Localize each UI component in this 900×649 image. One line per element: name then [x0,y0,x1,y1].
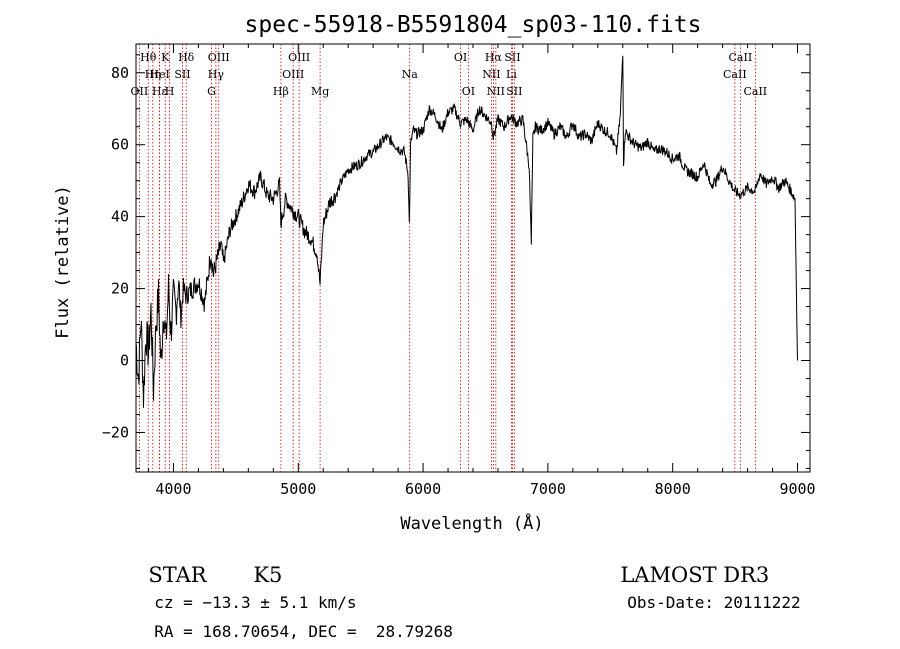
line-marker-label: HeI [149,68,169,81]
x-tick-label: 7000 [530,480,566,498]
line-marker-label: SII [174,68,190,81]
line-marker-label: NII [487,85,505,98]
line-marker-label: Hθ [140,51,157,64]
x-axis-label: Wavelength (Å) [400,512,543,534]
y-tick-label: 0 [120,352,129,370]
line-marker-label: Hβ [273,85,289,98]
line-marker-label: Li [506,68,517,81]
y-tick-label: 60 [111,136,129,154]
y-tick-label: 40 [111,208,129,226]
redshift-text: cz = −13.3 ± 5.1 km/s [154,593,357,612]
y-axis-label: Flux (relative) [53,185,73,339]
x-tick-label: 9000 [779,480,815,498]
series-layer [135,55,798,408]
y-tick-label: −20 [102,423,129,441]
line-marker-label: SII [506,85,522,98]
line-marker-label: Hγ [208,68,225,81]
chart-title: spec-55918-B5591804_sp03-110.fits [245,12,702,38]
plot-frame [135,43,811,473]
line-marker-label: NII [482,68,500,81]
line-marker-label: Na [402,68,419,81]
line-marker-label: SII [504,51,520,64]
x-tick-label: 6000 [405,480,441,498]
line-marker-label: OI [462,85,475,98]
obs-date: Obs-Date: 20111222 [627,593,801,612]
line-marker-label: CaII [723,68,747,81]
x-tick-label: 5000 [280,480,316,498]
line-marker-label: CaII [729,51,753,64]
y-tick-label: 80 [111,64,129,82]
line-marker-label: K [161,51,170,64]
line-marker-label: OIII [282,68,304,81]
line-marker-label: OI [454,51,467,64]
line-marker-label: Mg [311,85,329,98]
line-marker-label: CaII [743,85,767,98]
object-class: STAR [148,563,207,587]
x-tick-label: 8000 [655,480,691,498]
line-marker-label: Hδ [178,51,195,64]
line-marker-label: OIII [288,51,310,64]
axes: 4000 5000 6000 7000 8000 9000 −20 0 20 40 60 80 [102,44,816,498]
line-marker-label: Hη [145,68,161,81]
line-marker-label: G [207,85,216,98]
line-marker-label: Hε [152,85,168,98]
line-marker-label: H [165,85,175,98]
y-tick-label: 20 [111,280,129,298]
line-markers: Hθ OII Hη Hε K HeI H SII Hδ OIII Hγ G Hβ OIII OIII Mg Na… [131,44,767,472]
x-tick-label: 4000 [155,480,191,498]
survey-name: LAMOST DR3 [620,563,770,587]
line-marker-label: Hα [485,51,503,64]
line-marker-label: OII [131,85,149,98]
spectrum-series-line [135,55,798,408]
line-marker-label: OIII [208,51,230,64]
coordinates-text: RA = 168.70654, DEC = 28.79268 [154,622,453,641]
object-subclass: K5 [253,563,283,587]
